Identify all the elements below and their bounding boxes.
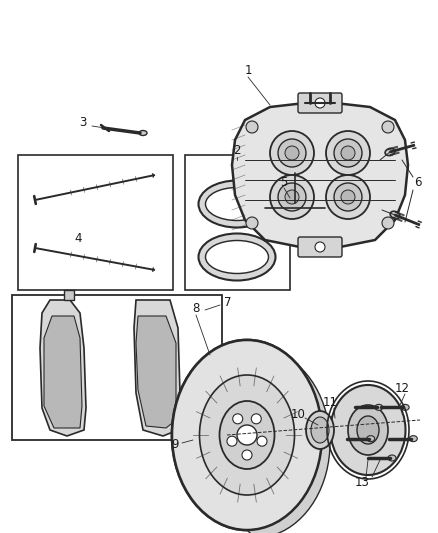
Circle shape: [341, 146, 355, 160]
Ellipse shape: [390, 211, 400, 219]
Ellipse shape: [205, 240, 268, 273]
Ellipse shape: [348, 405, 388, 455]
Polygon shape: [40, 300, 86, 436]
Polygon shape: [134, 300, 180, 436]
Ellipse shape: [375, 405, 383, 410]
Ellipse shape: [286, 205, 304, 215]
Circle shape: [246, 121, 258, 133]
Text: 6: 6: [414, 176, 422, 190]
Text: 12: 12: [395, 382, 410, 394]
Polygon shape: [44, 316, 82, 428]
Circle shape: [237, 425, 257, 445]
Polygon shape: [232, 103, 408, 247]
FancyBboxPatch shape: [298, 237, 342, 257]
Circle shape: [270, 175, 314, 219]
Circle shape: [341, 190, 355, 204]
Circle shape: [382, 217, 394, 229]
Text: 1: 1: [244, 63, 252, 77]
Ellipse shape: [288, 181, 302, 199]
Ellipse shape: [289, 219, 301, 233]
Text: 5: 5: [280, 175, 288, 189]
Circle shape: [334, 183, 362, 211]
Circle shape: [251, 414, 261, 424]
Text: 2: 2: [233, 143, 241, 157]
Ellipse shape: [306, 411, 334, 449]
FancyBboxPatch shape: [298, 93, 342, 113]
Circle shape: [315, 242, 325, 252]
Circle shape: [270, 131, 314, 175]
Text: 3: 3: [79, 117, 87, 130]
Text: 13: 13: [355, 477, 369, 489]
Circle shape: [285, 146, 299, 160]
Polygon shape: [136, 316, 176, 428]
Ellipse shape: [205, 188, 268, 221]
Ellipse shape: [198, 181, 276, 228]
Polygon shape: [64, 290, 74, 300]
Text: 10: 10: [290, 408, 305, 422]
Bar: [185, 155, 290, 290]
Text: 7: 7: [224, 295, 232, 309]
Circle shape: [326, 175, 370, 219]
Polygon shape: [247, 340, 330, 533]
Circle shape: [334, 139, 362, 167]
Ellipse shape: [199, 375, 294, 495]
Ellipse shape: [283, 175, 307, 205]
Circle shape: [257, 436, 267, 446]
Ellipse shape: [139, 131, 147, 135]
Text: 11: 11: [322, 397, 338, 409]
Ellipse shape: [172, 340, 322, 530]
Circle shape: [242, 450, 252, 460]
Ellipse shape: [219, 401, 275, 469]
Ellipse shape: [172, 340, 322, 530]
Text: 4: 4: [74, 231, 82, 245]
Ellipse shape: [388, 455, 396, 461]
Ellipse shape: [401, 405, 409, 410]
Circle shape: [233, 414, 243, 424]
Ellipse shape: [357, 416, 379, 444]
Text: 8: 8: [192, 302, 200, 314]
Bar: [18, 155, 173, 290]
Circle shape: [315, 98, 325, 108]
Circle shape: [278, 183, 306, 211]
Ellipse shape: [198, 233, 276, 280]
Ellipse shape: [409, 435, 417, 442]
Ellipse shape: [385, 148, 395, 156]
Circle shape: [285, 190, 299, 204]
Bar: [12, 295, 222, 440]
Circle shape: [278, 139, 306, 167]
Ellipse shape: [367, 435, 374, 442]
Ellipse shape: [311, 417, 329, 443]
Circle shape: [382, 121, 394, 133]
Circle shape: [227, 436, 237, 446]
Circle shape: [246, 217, 258, 229]
Ellipse shape: [284, 214, 306, 238]
Circle shape: [326, 131, 370, 175]
Text: 9: 9: [171, 439, 179, 451]
Ellipse shape: [331, 385, 406, 475]
